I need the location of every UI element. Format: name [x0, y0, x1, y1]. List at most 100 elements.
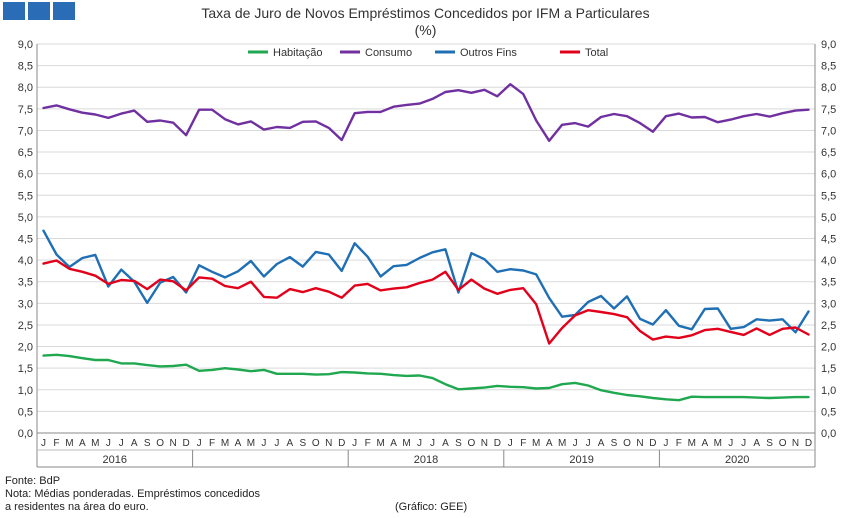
- x-tick-label-month: F: [53, 438, 59, 449]
- methodology-note-line-1: Nota: Médias ponderadas. Empréstimos con…: [5, 488, 260, 500]
- x-tick-label-month: S: [299, 438, 306, 449]
- x-tick-label-month: J: [274, 438, 279, 449]
- x-tick-label-month: O: [779, 438, 787, 449]
- x-tick-label-month: J: [508, 438, 513, 449]
- x-tick-label-month: J: [106, 438, 111, 449]
- chart-title: Taxa de Juro de Novos Empréstimos Conced…: [201, 5, 650, 21]
- y-tick-label-left: 9,0: [18, 39, 33, 51]
- series-line-outros-fins: [42, 229, 810, 334]
- x-tick-label-month: M: [221, 438, 229, 449]
- y-tick-label-left: 3,0: [18, 298, 33, 310]
- y-tick-label-right: 6,0: [821, 169, 836, 181]
- x-tick-label-year: 2020: [725, 454, 749, 466]
- y-tick-label-left: 1,5: [18, 363, 33, 375]
- x-tick-label-month: J: [417, 438, 422, 449]
- x-tick-label-month: J: [261, 438, 266, 449]
- legend-label: Outros Fins: [460, 47, 517, 59]
- y-tick-label-left: 2,0: [18, 342, 33, 354]
- x-tick-label-month: M: [688, 438, 696, 449]
- y-tick-label-left: 0,0: [18, 428, 33, 440]
- x-tick-label-month: D: [338, 438, 345, 449]
- x-tick-label-month: A: [442, 438, 449, 449]
- x-tick-label-month: J: [663, 438, 668, 449]
- y-tick-label-right: 5,0: [821, 212, 836, 224]
- chart-title-block: Taxa de Juro de Novos Empréstimos Conced…: [0, 5, 851, 39]
- y-tick-label-left: 8,5: [18, 61, 33, 73]
- logo-block-3: [53, 2, 75, 20]
- y-tick-label-right: 1,5: [821, 363, 836, 375]
- chart-credit: (Gráfico: GEE): [395, 501, 468, 513]
- y-tick-label-left: 1,0: [18, 385, 33, 397]
- y-tick-label-right: 2,0: [821, 342, 836, 354]
- x-tick-label-month: N: [636, 438, 643, 449]
- x-tick-label-month: M: [376, 438, 384, 449]
- y-tick-label-left: 3,5: [18, 277, 33, 289]
- y-tick-label-right: 3,5: [821, 277, 836, 289]
- source-note: Fonte: BdP: [5, 475, 61, 487]
- x-tick-label-month: J: [197, 438, 202, 449]
- x-tick-label-month: N: [792, 438, 799, 449]
- y-tick-label-left: 6,0: [18, 169, 33, 181]
- x-tick-label-month: F: [520, 438, 526, 449]
- x-tick-label-month: A: [390, 438, 397, 449]
- logo-block-1: [3, 2, 25, 20]
- x-tick-label-month: J: [741, 438, 746, 449]
- x-tick-label-month: O: [312, 438, 320, 449]
- x-tick-label-month: A: [598, 438, 605, 449]
- x-tick-label-month: M: [247, 438, 255, 449]
- x-tick-label-month: O: [467, 438, 475, 449]
- logo-block-2: [28, 2, 50, 20]
- y-tick-label-right: 0,0: [821, 428, 836, 440]
- y-tick-label-right: 5,5: [821, 190, 836, 202]
- y-tick-label-right: 2,5: [821, 320, 836, 332]
- x-tick-label-month: J: [352, 438, 357, 449]
- y-tick-label-right: 0,5: [821, 406, 836, 418]
- x-tick-label-year: 2018: [414, 454, 438, 466]
- x-tick-label-month: D: [494, 438, 501, 449]
- methodology-note-line-2: a residentes na área do euro.: [5, 501, 149, 513]
- x-tick-label-month: A: [546, 438, 553, 449]
- x-tick-label-month: D: [182, 438, 189, 449]
- publisher-logo: [3, 2, 75, 20]
- x-tick-label-month: N: [170, 438, 177, 449]
- x-tick-label-month: A: [701, 438, 708, 449]
- x-tick-label-month: J: [430, 438, 435, 449]
- series-line-habita-o: [42, 353, 810, 402]
- legend-label: Consumo: [365, 47, 412, 59]
- y-tick-label-left: 7,0: [18, 125, 33, 137]
- x-tick-label-month: J: [119, 438, 124, 449]
- x-tick-label-month: M: [558, 438, 566, 449]
- x-tick-label-month: S: [144, 438, 151, 449]
- chart-subtitle: (%): [414, 22, 437, 38]
- x-tick-label-month: J: [586, 438, 591, 449]
- y-tick-label-left: 6,5: [18, 147, 33, 159]
- y-tick-label-right: 4,0: [821, 255, 836, 267]
- x-tick-label-year: 2019: [569, 454, 593, 466]
- y-tick-label-right: 9,0: [821, 39, 836, 51]
- x-tick-label-month: M: [714, 438, 722, 449]
- x-tick-label-month: M: [91, 438, 99, 449]
- x-tick-label-month: M: [532, 438, 540, 449]
- x-tick-label-month: S: [455, 438, 462, 449]
- y-tick-label-right: 8,5: [821, 61, 836, 73]
- y-tick-label-left: 8,0: [18, 82, 33, 94]
- x-tick-label-month: A: [287, 438, 294, 449]
- x-tick-label-month: J: [41, 438, 46, 449]
- x-tick-label-month: D: [805, 438, 812, 449]
- x-tick-label-month: S: [766, 438, 773, 449]
- x-tick-label-month: F: [676, 438, 682, 449]
- y-tick-label-left: 2,5: [18, 320, 33, 332]
- y-tick-label-right: 3,0: [821, 298, 836, 310]
- y-tick-label-right: 7,0: [821, 125, 836, 137]
- x-tick-label-month: F: [209, 438, 215, 449]
- x-tick-label-month: A: [131, 438, 138, 449]
- y-tick-label-right: 1,0: [821, 385, 836, 397]
- y-tick-label-left: 0,5: [18, 406, 33, 418]
- x-tick-label-month: S: [611, 438, 618, 449]
- y-tick-label-left: 4,0: [18, 255, 33, 267]
- y-tick-label-right: 8,0: [821, 82, 836, 94]
- chart-notes: Fonte: BdP Nota: Médias ponderadas. Empr…: [5, 475, 260, 514]
- x-tick-label-month: D: [649, 438, 656, 449]
- x-tick-label-month: O: [623, 438, 631, 449]
